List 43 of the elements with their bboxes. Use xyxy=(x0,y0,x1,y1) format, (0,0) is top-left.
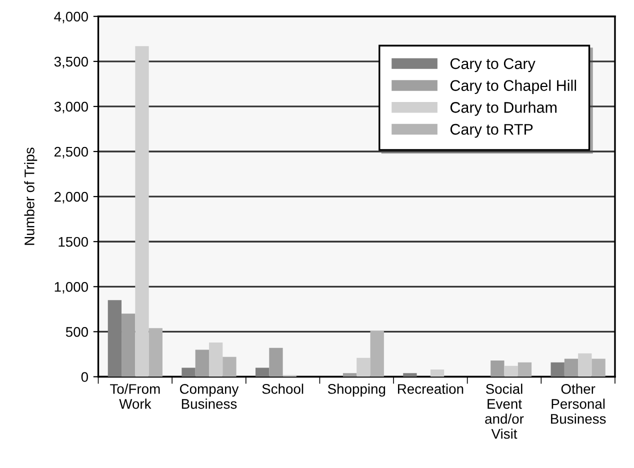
bar xyxy=(122,314,136,377)
y-tick-label: 4,000 xyxy=(54,12,88,24)
bar xyxy=(578,353,592,377)
bar xyxy=(135,46,149,377)
bar xyxy=(269,348,283,377)
bar xyxy=(195,350,209,377)
x-tick-label: Shopping xyxy=(328,384,386,397)
y-axis-title: Number of Trips xyxy=(24,148,38,245)
bar xyxy=(356,358,370,377)
y-tick-label: 2,000 xyxy=(54,192,88,204)
bar xyxy=(255,368,270,377)
bar xyxy=(222,356,236,377)
legend-label: Cary to RTP xyxy=(450,124,533,138)
bar xyxy=(208,342,223,377)
bar xyxy=(182,368,196,377)
bar xyxy=(504,366,518,377)
y-tick-label: 2,500 xyxy=(54,146,88,158)
bar xyxy=(148,328,162,377)
legend-label: Cary to Cary xyxy=(450,58,536,72)
bar xyxy=(342,373,357,377)
y-tick-label: 3,500 xyxy=(54,56,88,68)
x-tick-label: Company Business xyxy=(180,384,239,409)
x-tick-label: Social Event and/or Visit xyxy=(485,384,524,439)
y-tick-label: 0 xyxy=(81,372,88,382)
x-tick-label: To/From Work xyxy=(110,384,160,409)
bar xyxy=(518,362,532,377)
bar xyxy=(403,373,417,377)
bar xyxy=(592,358,606,377)
legend-label: Cary to Chapel Hill xyxy=(450,80,576,94)
y-tick-label: 1,000 xyxy=(54,282,88,294)
y-tick-label: 1500 xyxy=(58,236,88,247)
bar xyxy=(550,362,564,377)
legend-label: Cary to Durham xyxy=(450,102,556,116)
y-tick-label: 500 xyxy=(66,327,88,337)
y-tick-label: 3,000 xyxy=(54,102,88,114)
bar xyxy=(490,360,504,377)
x-tick-label: Other Personal Business xyxy=(551,384,606,424)
x-tick-label: School xyxy=(262,384,304,394)
bar xyxy=(370,330,384,377)
bar xyxy=(430,370,444,377)
bar xyxy=(564,358,578,377)
bar xyxy=(108,300,122,377)
x-tick-label: Recreation xyxy=(398,384,464,394)
